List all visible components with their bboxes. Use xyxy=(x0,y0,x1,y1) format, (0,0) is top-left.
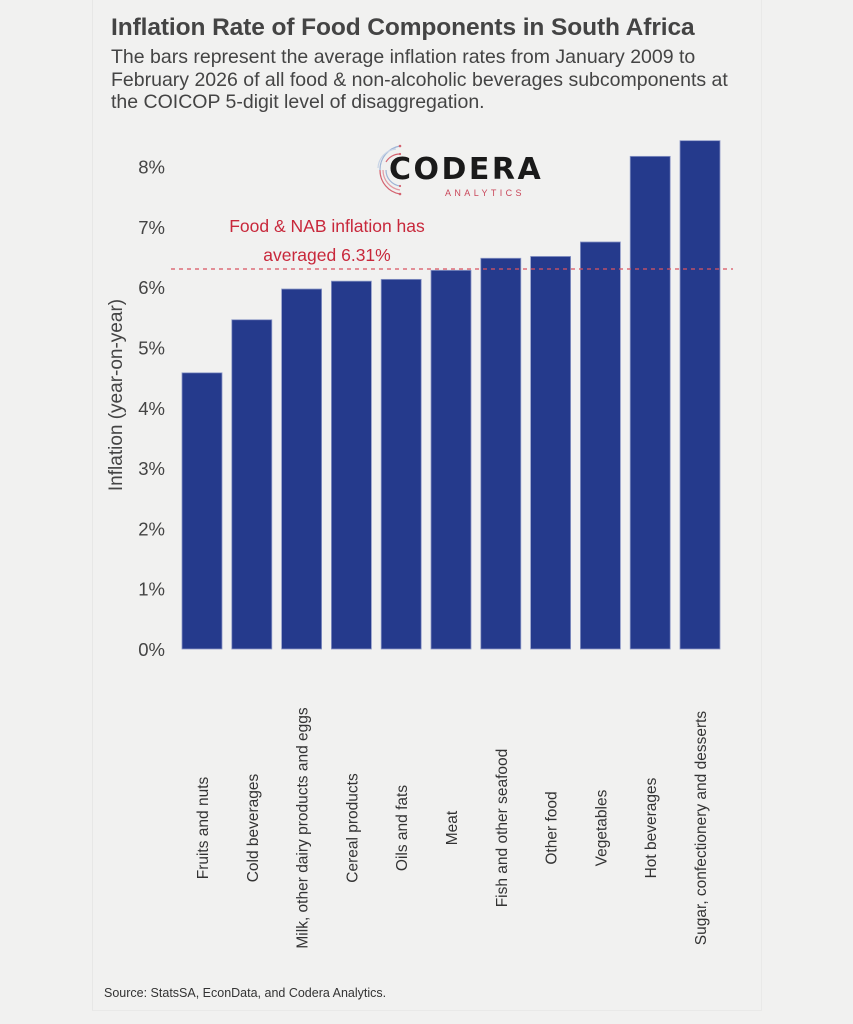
bar-fish-and-other-seafood xyxy=(480,257,522,650)
y-tick-label: 0% xyxy=(138,639,165,660)
y-tick-label: 6% xyxy=(138,277,165,298)
x-tick-label: Meat xyxy=(444,810,461,845)
x-tick-label: Cereal products xyxy=(344,773,361,883)
bar-meat xyxy=(430,269,472,650)
y-tick-label: 3% xyxy=(138,458,165,479)
bar-oils-and-fats xyxy=(380,278,422,650)
bar-fruits-and-nuts xyxy=(181,372,223,650)
subtitle-line: The bars represent the average inflation… xyxy=(111,46,696,68)
chart-subtitle: The bars represent the average inflation… xyxy=(111,46,811,114)
source-note: Source: StatsSA, EconData, and Codera An… xyxy=(104,986,387,1000)
bar-hot-beverages xyxy=(629,155,671,650)
reference-annotation-line1: Food & NAB inflation has xyxy=(229,216,425,236)
y-tick-label: 2% xyxy=(138,518,165,539)
y-axis-ticks: 0% 1% 2% 3% 4% 5% 6% 7% 8% xyxy=(138,157,165,660)
codera-logo: CODERA ANALYTICS xyxy=(370,138,544,202)
y-tick-label: 4% xyxy=(138,398,165,419)
x-tick-label: Vegetables xyxy=(593,789,610,866)
reference-annotation-line2: averaged 6.31% xyxy=(263,245,390,265)
y-axis-label: Inflation (year-on-year) xyxy=(106,299,127,491)
y-tick-label: 8% xyxy=(138,157,165,178)
x-tick-label: Hot beverages xyxy=(643,777,660,878)
x-tick-label: Cold beverages xyxy=(245,773,262,882)
x-tick-label: Other food xyxy=(544,791,561,864)
x-tick-label: Milk, other dairy products and eggs xyxy=(295,707,312,948)
codera-circuit-icon xyxy=(377,144,402,196)
x-tick-label: Sugar, confectionery and desserts xyxy=(693,711,710,946)
bar-cold-beverages xyxy=(231,319,273,650)
x-axis-tick-labels: Fruits and nuts Cold beverages Milk, other… xyxy=(195,707,710,948)
chart-title: Inflation Rate of Food Components in Sou… xyxy=(111,14,695,41)
bar-sugar-confectionery-and-desserts xyxy=(679,140,721,650)
bar-other-food xyxy=(530,256,571,650)
x-tick-label: Fruits and nuts xyxy=(195,776,212,879)
subtitle-line: the COICOP 5-digit level of disaggregati… xyxy=(111,91,485,113)
bar-cereal-products xyxy=(330,280,372,650)
logo-wordmark: CODERA xyxy=(389,152,544,187)
x-tick-label: Oils and fats xyxy=(394,785,411,871)
bar-milk-other-dairy-products-and-eggs xyxy=(281,288,323,650)
y-tick-label: 7% xyxy=(138,217,165,238)
logo-subtitle: ANALYTICS xyxy=(445,188,525,198)
bar-vegetables xyxy=(580,241,621,650)
x-tick-label: Fish and other seafood xyxy=(494,749,511,908)
y-tick-label: 5% xyxy=(138,338,165,359)
bars xyxy=(181,140,721,650)
y-tick-label: 1% xyxy=(138,579,165,600)
subtitle-line: February 2026 of all food & non-alcoholi… xyxy=(111,68,728,91)
